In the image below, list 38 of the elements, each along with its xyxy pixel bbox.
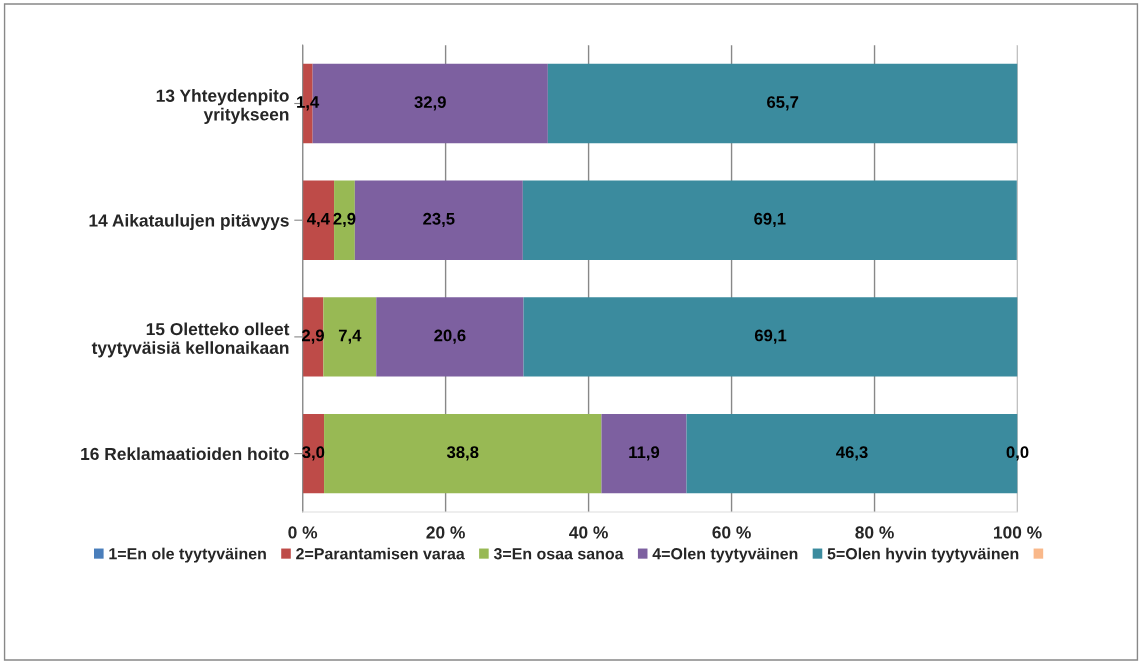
bar xyxy=(601,413,687,494)
x-tick-label: 40 % xyxy=(569,526,608,539)
data-label: 23,5 xyxy=(423,212,455,228)
legend-label: 4=Olen tyytyväinen xyxy=(652,547,798,563)
x-tick-label: 80 % xyxy=(855,526,894,539)
bar xyxy=(354,180,523,260)
data-label: 1,4 xyxy=(297,96,320,111)
y-tick-label: 16 Reklamaatioiden hoito xyxy=(81,447,289,461)
bar xyxy=(547,63,1018,144)
bar xyxy=(324,413,602,494)
x-tick-label: 60 % xyxy=(712,526,751,539)
data-label: 32,9 xyxy=(414,96,446,111)
bar xyxy=(323,297,377,377)
legend-label: 5=Olen hyvin tyytyväinen xyxy=(827,547,1019,563)
data-label: 7,4 xyxy=(338,329,362,344)
legend-label: 1=En ole tyytyväinen xyxy=(109,547,266,563)
y-tick-label: 15 Oletteko olleet tyytyväisiä kellonaikaan xyxy=(91,322,290,358)
bar xyxy=(523,297,1018,377)
bar xyxy=(302,413,325,494)
data-label: 11,9 xyxy=(629,446,660,461)
data-label: 20,6 xyxy=(434,329,466,344)
data-label: 69,1 xyxy=(754,329,787,344)
bar xyxy=(522,180,1017,260)
data-label: 0,0 xyxy=(1006,446,1029,461)
data-label: 65,7 xyxy=(767,96,799,111)
data-label: 38,8 xyxy=(446,446,479,461)
data-label: 4,4 xyxy=(307,213,330,228)
x-tick-label: 0 % xyxy=(288,526,318,539)
y-tick-label: 13 Yhteydenpito yritykseen xyxy=(156,89,289,124)
data-label: 69,1 xyxy=(754,212,786,228)
legend-label: 3=En osaa sanoa xyxy=(493,548,624,560)
y-tick-label: 14 Aikataulujen pitävyys xyxy=(89,213,289,231)
x-tick-label: 20 % xyxy=(426,526,465,539)
data-label: 46,3 xyxy=(836,446,868,461)
bar xyxy=(376,297,524,377)
bar xyxy=(302,180,335,260)
legend-label: 2=Parantamisen varaa xyxy=(296,547,465,560)
x-tick-label: 100 % xyxy=(994,526,1042,539)
